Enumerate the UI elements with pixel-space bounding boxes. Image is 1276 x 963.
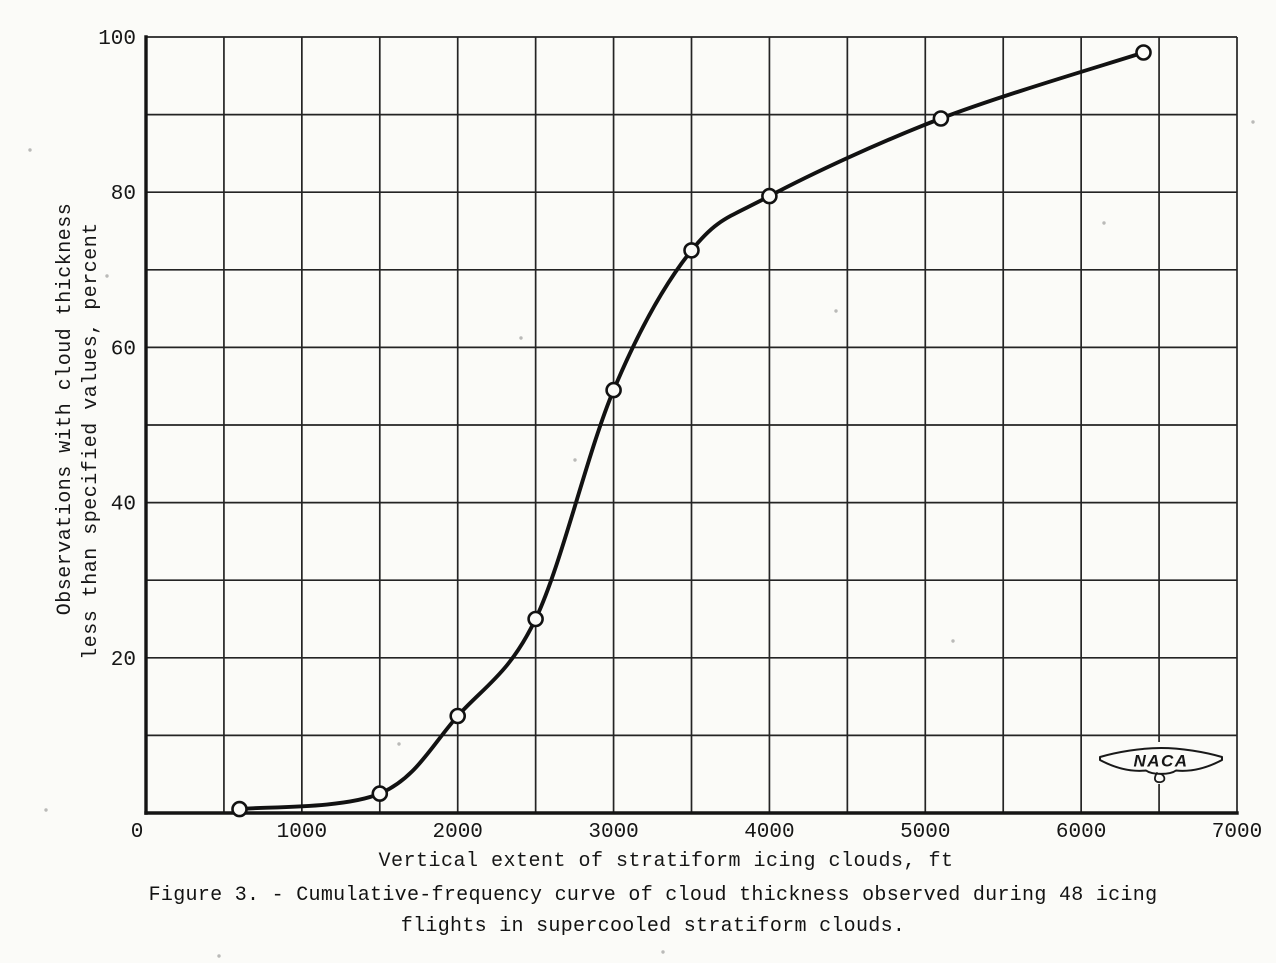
figure-caption-line1: Figure 3. - Cumulative-frequency curve o…: [148, 884, 1158, 907]
scan-speck: [661, 950, 665, 954]
data-point-marker: [761, 187, 778, 205]
scan-speck: [573, 458, 577, 462]
figure-caption-line2: flights in supercooled stratiform clouds…: [400, 915, 906, 938]
scan-speck: [834, 309, 838, 313]
y-tick-label: 100: [98, 28, 136, 51]
grid-layer: [145, 36, 1238, 814]
naca-logo: NACA: [1095, 742, 1227, 784]
x-tick-label: 3000: [588, 821, 638, 844]
y-tick-label: 80: [111, 183, 136, 206]
data-point-marker: [449, 707, 467, 725]
data-point-marker: [527, 610, 544, 628]
label-layer: Vertical extent of stratiform icing clou…: [54, 203, 953, 873]
x-tick-label: 2000: [433, 821, 483, 844]
scan-speck: [44, 808, 48, 812]
data-point-marker: [371, 785, 389, 802]
data-point-marker: [932, 110, 950, 127]
scan-speck: [105, 274, 109, 278]
naca-wing-icon: [1099, 747, 1223, 775]
x-tick-label: 0: [131, 821, 144, 844]
data-point-marker: [1135, 44, 1152, 61]
scan-speck: [951, 639, 955, 643]
marker-layer: [231, 44, 1152, 818]
scan-speck: [1251, 120, 1255, 124]
y-axis-title-line1: Observations with cloud thickness: [54, 203, 77, 616]
y-tick-label: 20: [111, 649, 136, 672]
naca-wing-tail-icon: [1154, 772, 1166, 784]
y-axis-title-line2: less than specified values, percent: [80, 222, 103, 660]
x-tick-label: 1000: [277, 821, 327, 844]
data-point-marker: [683, 242, 700, 259]
scan-speck: [217, 954, 221, 958]
scan-speck: [397, 742, 401, 746]
y-tick-label: 40: [111, 494, 136, 517]
data-point-marker: [231, 800, 248, 818]
scan-speck: [28, 148, 32, 152]
x-tick-label: 7000: [1212, 821, 1262, 844]
figure-caption: Figure 3. - Cumulative-frequency curve o…: [149, 880, 1158, 942]
y-tick-label: 60: [111, 338, 136, 361]
x-tick-label: 5000: [900, 821, 950, 844]
naca-logo-text: NACA: [1133, 752, 1188, 771]
scan-speck: [1102, 221, 1106, 225]
x-axis-title: Vertical extent of stratiform icing clou…: [378, 850, 953, 873]
axis-layer: 0 1000 2000 3000 4000 5000 6000 7000 20 40 60 80 100: [98, 28, 1262, 844]
data-point-marker: [605, 381, 622, 399]
x-tick-label: 6000: [1056, 821, 1106, 844]
scan-speck-layer: [28, 120, 1255, 958]
x-tick-label: 4000: [744, 821, 794, 844]
scan-speck: [519, 336, 523, 340]
